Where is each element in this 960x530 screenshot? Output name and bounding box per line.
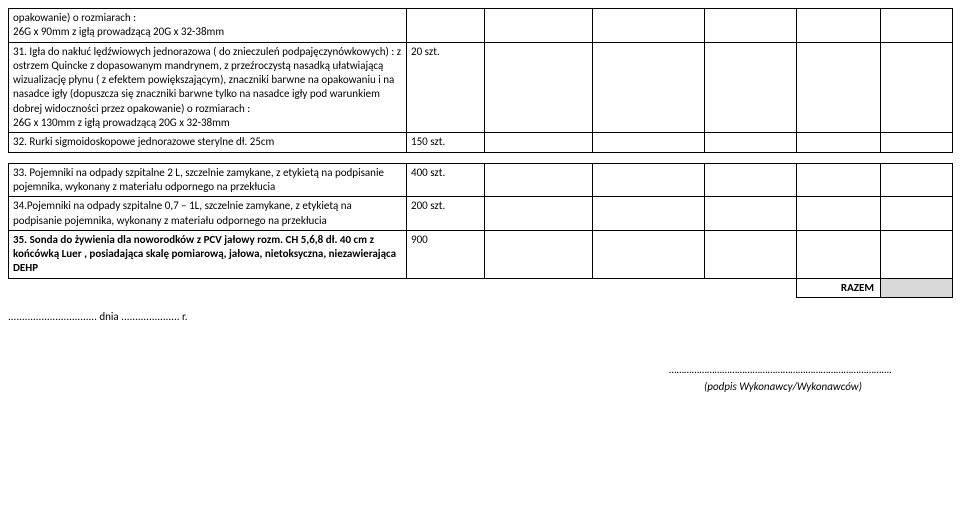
empty-cell <box>705 163 797 197</box>
razem-label: RAZEM <box>797 278 881 297</box>
empty-cell <box>593 9 705 43</box>
empty-cell <box>705 42 797 133</box>
qty-cell: 200 szt. <box>407 197 485 231</box>
desc-cell: 32. Rurki sigmoidoskopowe jednorazowe st… <box>9 133 407 152</box>
empty-cell <box>705 197 797 231</box>
spec-table: opakowanie) o rozmiarach : 26G x 90mm z … <box>8 8 953 153</box>
desc-cell: opakowanie) o rozmiarach : 26G x 90mm z … <box>9 9 407 43</box>
empty-cell <box>705 133 797 152</box>
signature-dots: ……………………………………………………………………………. <box>8 363 952 376</box>
empty-cell <box>797 197 881 231</box>
empty-cell <box>485 197 593 231</box>
qty-cell: 150 szt. <box>407 133 485 152</box>
desc-cell: 35. Sonda do żywienia dla noworodków z P… <box>9 230 407 278</box>
empty-cell <box>485 133 593 152</box>
signature-label: (podpis Wykonawcy/Wykonawców) <box>8 380 952 393</box>
desc-cell: 34.Pojemniki na odpady szpitalne 0,7 – 1… <box>9 197 407 231</box>
empty-cell <box>593 42 705 133</box>
empty-cell <box>705 9 797 43</box>
empty-cell <box>881 197 953 231</box>
spec-table-2: 33. Pojemniki na odpady szpitalne 2 L, s… <box>8 163 953 298</box>
empty-cell <box>485 42 593 133</box>
empty-cell <box>797 230 881 278</box>
qty-cell: 900 <box>407 230 485 278</box>
empty-cell <box>881 230 953 278</box>
empty-cell <box>593 163 705 197</box>
qty-cell: 400 szt. <box>407 163 485 197</box>
razem-value <box>881 278 953 297</box>
empty-cell <box>797 163 881 197</box>
empty-cell <box>485 230 593 278</box>
empty-cell <box>797 133 881 152</box>
empty-cell <box>881 163 953 197</box>
qty-cell: 20 szt. <box>407 42 485 133</box>
date-line: ................................ dnia ..… <box>8 310 952 323</box>
qty-cell <box>407 9 485 43</box>
empty-cell <box>881 133 953 152</box>
empty-cell <box>705 230 797 278</box>
empty-cell <box>797 42 881 133</box>
desc-cell: 33. Pojemniki na odpady szpitalne 2 L, s… <box>9 163 407 197</box>
empty-cell <box>593 197 705 231</box>
empty-cell <box>593 230 705 278</box>
empty-cell <box>485 163 593 197</box>
desc-cell: 31. Igła do nakłuć lędźwiowych jednorazo… <box>9 42 407 133</box>
empty-cell <box>881 42 953 133</box>
empty-cell <box>593 133 705 152</box>
empty-cell <box>797 9 881 43</box>
empty-cell <box>485 9 593 43</box>
empty-cell <box>881 9 953 43</box>
